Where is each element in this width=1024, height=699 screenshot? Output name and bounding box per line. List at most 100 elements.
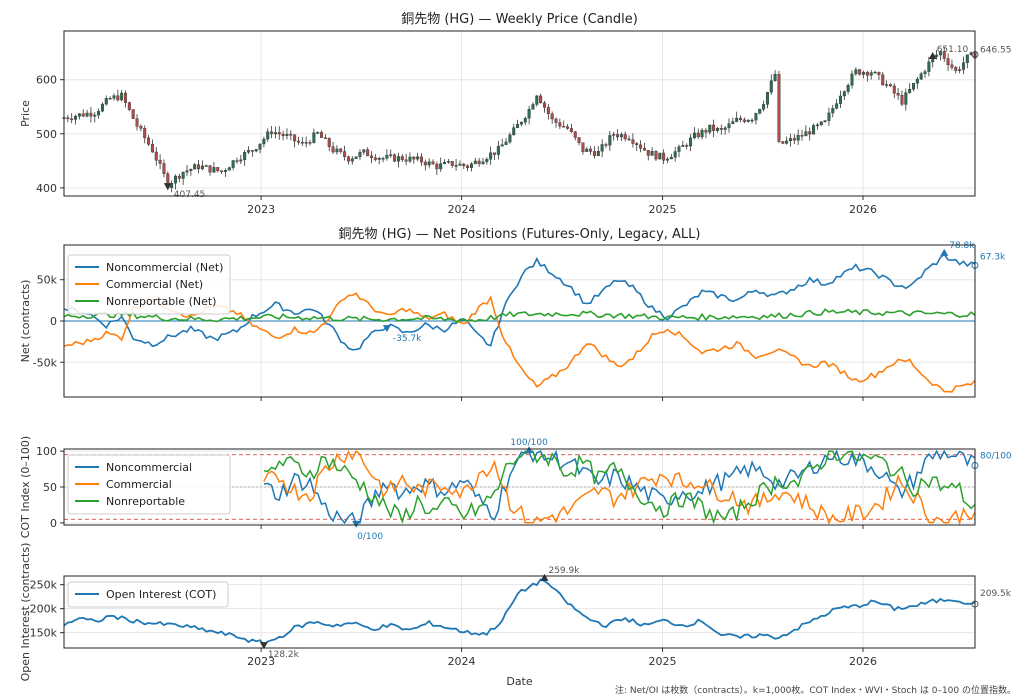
candle-body bbox=[135, 118, 139, 127]
panel-title-1: 銅先物 (HG) — Net Positions (Futures-Only, … bbox=[339, 227, 701, 242]
net-last-label: 67.3k bbox=[980, 252, 1006, 262]
candle-body bbox=[247, 150, 251, 153]
candle-body bbox=[139, 126, 143, 129]
candle-body bbox=[100, 103, 104, 112]
candle-body bbox=[915, 78, 919, 84]
candle-body bbox=[227, 167, 231, 171]
candle-body bbox=[635, 143, 639, 146]
candle-body bbox=[296, 140, 300, 143]
candle-body bbox=[485, 159, 489, 163]
candle-body bbox=[585, 148, 589, 152]
oi-xtick-label-0: 2023 bbox=[247, 655, 275, 668]
candle-body bbox=[919, 73, 923, 80]
candle-body bbox=[193, 164, 197, 170]
candle-body bbox=[658, 152, 662, 160]
candle-body bbox=[604, 144, 608, 146]
candle-body bbox=[808, 131, 812, 135]
candle-body bbox=[858, 69, 862, 75]
axes-frame-3 bbox=[63, 575, 976, 649]
oi-xtick-label-2: 2025 bbox=[649, 655, 677, 668]
candle-body bbox=[381, 157, 385, 160]
y-axis-label-0: Price bbox=[19, 100, 32, 127]
candle-body bbox=[623, 134, 627, 140]
candle-body bbox=[370, 155, 374, 158]
candle-body bbox=[277, 132, 281, 135]
ytick-label-1-2: 50k bbox=[37, 274, 58, 287]
candle-body bbox=[496, 146, 500, 155]
candle-body bbox=[850, 73, 854, 86]
candle-body bbox=[262, 138, 266, 145]
candle-body bbox=[865, 72, 869, 76]
candle-body bbox=[846, 85, 850, 92]
axes-frame-1 bbox=[63, 244, 976, 398]
series-line-1-2 bbox=[63, 308, 976, 323]
candle-body bbox=[581, 142, 585, 152]
candle-body bbox=[827, 112, 831, 121]
candle-body bbox=[735, 117, 739, 122]
candle-body bbox=[204, 165, 208, 167]
candle-body bbox=[869, 72, 873, 76]
price-xtick-label-1: 2024 bbox=[448, 203, 476, 216]
candle-body bbox=[765, 92, 769, 105]
candle-body bbox=[961, 62, 965, 70]
candle-body bbox=[358, 152, 362, 157]
candle-body bbox=[181, 171, 185, 179]
candle-body bbox=[254, 149, 258, 152]
candle-body bbox=[343, 151, 347, 157]
candle-body bbox=[831, 108, 835, 114]
candle-body bbox=[646, 150, 650, 156]
candle-body bbox=[446, 161, 450, 163]
candle-body bbox=[708, 124, 712, 133]
candle-body bbox=[300, 141, 304, 144]
candle-body bbox=[116, 95, 120, 101]
candle-body bbox=[800, 135, 804, 137]
oi-xtick-label-1: 2024 bbox=[448, 655, 476, 668]
candle-body bbox=[592, 151, 596, 156]
candle-body bbox=[154, 151, 158, 161]
x-axis-label: Date bbox=[506, 675, 533, 688]
candle-body bbox=[746, 119, 750, 122]
candle-body bbox=[712, 124, 716, 131]
candle-body bbox=[700, 129, 704, 138]
candle-body bbox=[97, 110, 101, 116]
candle-body bbox=[489, 152, 493, 160]
candle-body bbox=[608, 135, 612, 146]
candle-body bbox=[577, 137, 581, 143]
candle-body bbox=[892, 85, 896, 94]
candle-body bbox=[877, 71, 881, 75]
candle-body bbox=[400, 156, 404, 161]
candle-body bbox=[408, 156, 412, 162]
candle-body bbox=[785, 140, 789, 144]
candle-body bbox=[685, 145, 689, 147]
candle-body bbox=[546, 107, 550, 115]
candle-body bbox=[266, 131, 270, 140]
candle-body bbox=[523, 118, 527, 123]
candle-body bbox=[946, 58, 950, 66]
candle-body bbox=[385, 155, 389, 159]
candle-body bbox=[362, 149, 366, 153]
candle-body bbox=[958, 69, 962, 71]
candle-body bbox=[508, 134, 512, 143]
candle-body bbox=[589, 148, 593, 152]
candle-body bbox=[208, 165, 212, 173]
candle-body bbox=[89, 112, 93, 117]
candle-body bbox=[250, 150, 254, 152]
candle-body bbox=[239, 159, 243, 162]
ytick-label-2-1: 50 bbox=[43, 481, 57, 494]
price-min-marker bbox=[163, 183, 172, 191]
axes-frame-2 bbox=[63, 448, 976, 526]
candle-body bbox=[888, 84, 892, 87]
candle-body bbox=[727, 123, 731, 129]
candles bbox=[62, 46, 977, 193]
axes-frame-0 bbox=[63, 30, 976, 197]
candle-body bbox=[289, 134, 293, 136]
candle-body bbox=[631, 139, 635, 144]
candle-body bbox=[654, 151, 658, 160]
candle-body bbox=[316, 132, 320, 134]
legend-label-cot-2: Nonreportable bbox=[106, 495, 185, 508]
cot-max-marker bbox=[525, 446, 534, 454]
candle-body bbox=[900, 95, 904, 105]
price-last-label: 646.55 bbox=[980, 46, 1012, 56]
series-line-2-0 bbox=[263, 449, 976, 525]
legend-cot bbox=[67, 454, 231, 515]
